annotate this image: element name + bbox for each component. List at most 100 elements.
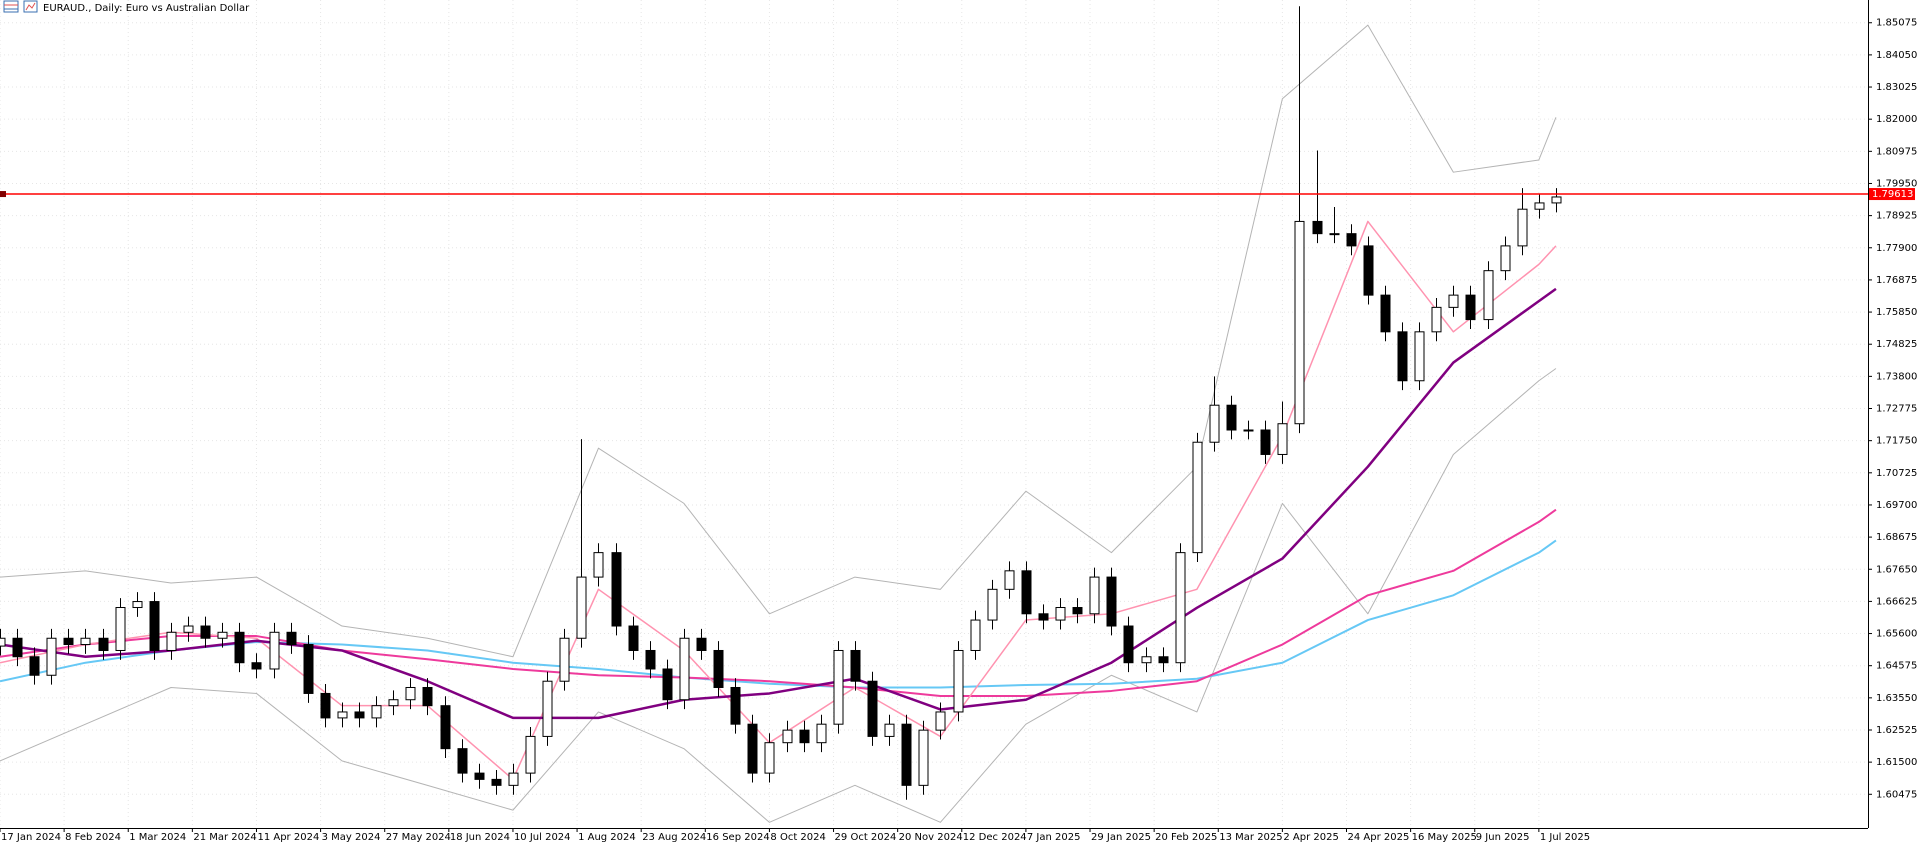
candle-body [542, 680, 553, 737]
x-tick-label: 29 Oct 2024 [835, 832, 897, 842]
x-tick-label: 1 Aug 2024 [578, 832, 636, 842]
x-tick-label: 1 Jul 2025 [1540, 832, 1590, 842]
y-tick-label: 1.83025 [1876, 82, 1917, 93]
candle-body [1346, 233, 1357, 247]
candle-layer [0, 6, 1562, 800]
candle-body [662, 668, 673, 701]
candle-body [970, 619, 981, 651]
candle-body [850, 649, 861, 682]
candle-body [457, 748, 468, 774]
x-tick-label: 3 May 2024 [322, 832, 381, 842]
candle-body [63, 637, 74, 646]
candle-body [29, 656, 40, 676]
candle-body [1380, 294, 1391, 333]
candle-body [1465, 294, 1476, 321]
candle-body [1329, 233, 1340, 236]
candle-body [1021, 570, 1032, 615]
x-tick-label: 20 Nov 2024 [899, 832, 963, 842]
candle-body [303, 644, 314, 694]
x-tick-label: 13 Mar 2025 [1219, 832, 1282, 842]
y-tick-label: 1.72775 [1876, 404, 1917, 415]
candle-body [286, 631, 297, 646]
y-tick-label: 1.75850 [1876, 307, 1917, 318]
candle-body [1431, 306, 1442, 333]
chart-title: EURAUD., Daily: Euro vs Australian Dolla… [43, 3, 250, 14]
candle-body [98, 637, 109, 651]
candle-body [1517, 208, 1528, 247]
candle-body [200, 625, 211, 639]
candle-body [559, 637, 570, 682]
candle-body [1500, 245, 1511, 272]
candle-body [1483, 270, 1494, 321]
candle-body [388, 699, 399, 707]
candle-body [833, 649, 844, 725]
overlay-layer: 1.79613 [0, 188, 1915, 201]
candle-body [1055, 607, 1066, 621]
y-tick-label: 1.67650 [1876, 564, 1917, 575]
y-tick-label: 1.63550 [1876, 693, 1917, 704]
candle-body [593, 552, 604, 578]
x-tick-label: 17 Jan 2024 [1, 832, 61, 842]
candle-body [354, 711, 365, 719]
candle-body [405, 686, 416, 701]
x-tick-label: 7 Jan 2025 [1027, 832, 1081, 842]
x-tick-label: 20 Feb 2025 [1155, 832, 1217, 842]
candle-body [1158, 656, 1169, 664]
candle-body [1106, 576, 1117, 627]
y-tick-label: 1.68675 [1876, 532, 1917, 543]
candle-body [901, 723, 912, 786]
x-tick-label: 9 Jun 2025 [1476, 832, 1530, 842]
candle-body [183, 625, 194, 633]
candle-body [474, 772, 485, 780]
candle-body [1534, 202, 1545, 210]
candle-body [1243, 429, 1254, 432]
candle-body [1260, 429, 1271, 455]
y-tick-label: 1.76875 [1876, 275, 1917, 286]
candle-body [1123, 625, 1134, 664]
y-tick-label: 1.73800 [1876, 371, 1917, 382]
x-tick-label: 16 May 2025 [1412, 832, 1477, 842]
candle-body [422, 686, 433, 707]
candle-body [251, 662, 262, 670]
y-tick-label: 1.65600 [1876, 629, 1917, 640]
x-tick-label: 23 Aug 2024 [642, 832, 706, 842]
candle-body [1209, 404, 1220, 443]
x-tick-label: 27 May 2024 [386, 832, 451, 842]
y-tick-label: 1.69700 [1876, 500, 1917, 511]
candle-body [918, 729, 929, 786]
candle-body [1089, 576, 1100, 615]
x-tick-label: 1 Mar 2024 [129, 832, 186, 842]
candle-body [628, 625, 639, 651]
candle-body [440, 705, 451, 750]
candle-body [713, 649, 724, 688]
x-tick-label: 16 Sep 2024 [706, 832, 769, 842]
x-tick-label: 2 Apr 2025 [1283, 832, 1338, 842]
title-icons [3, 0, 38, 13]
candle-body [1277, 423, 1288, 455]
icon-chart-line [25, 2, 36, 11]
candle-body [1192, 441, 1203, 554]
candle-body [491, 778, 502, 786]
x-tick-label: 8 Feb 2024 [65, 832, 121, 842]
x-tick-label: 12 Dec 2024 [963, 832, 1027, 842]
candle-body [730, 686, 741, 725]
y-tick-label: 1.84050 [1876, 50, 1917, 61]
candle-body [679, 637, 690, 701]
candle-body [1294, 220, 1305, 425]
candle-body [816, 723, 827, 744]
y-tick-label: 1.85075 [1876, 18, 1917, 29]
y-tick-label: 1.79950 [1876, 178, 1917, 189]
candle-body [132, 601, 143, 609]
candle-body [115, 607, 126, 651]
candle-body [953, 649, 964, 713]
candle-body [884, 723, 895, 737]
y-tick-label: 1.78925 [1876, 211, 1917, 222]
candle-body [46, 637, 57, 676]
candle-body [12, 637, 23, 658]
x-tick-label: 11 Apr 2024 [257, 832, 319, 842]
candle-body [508, 772, 519, 786]
candle-body [764, 742, 775, 774]
